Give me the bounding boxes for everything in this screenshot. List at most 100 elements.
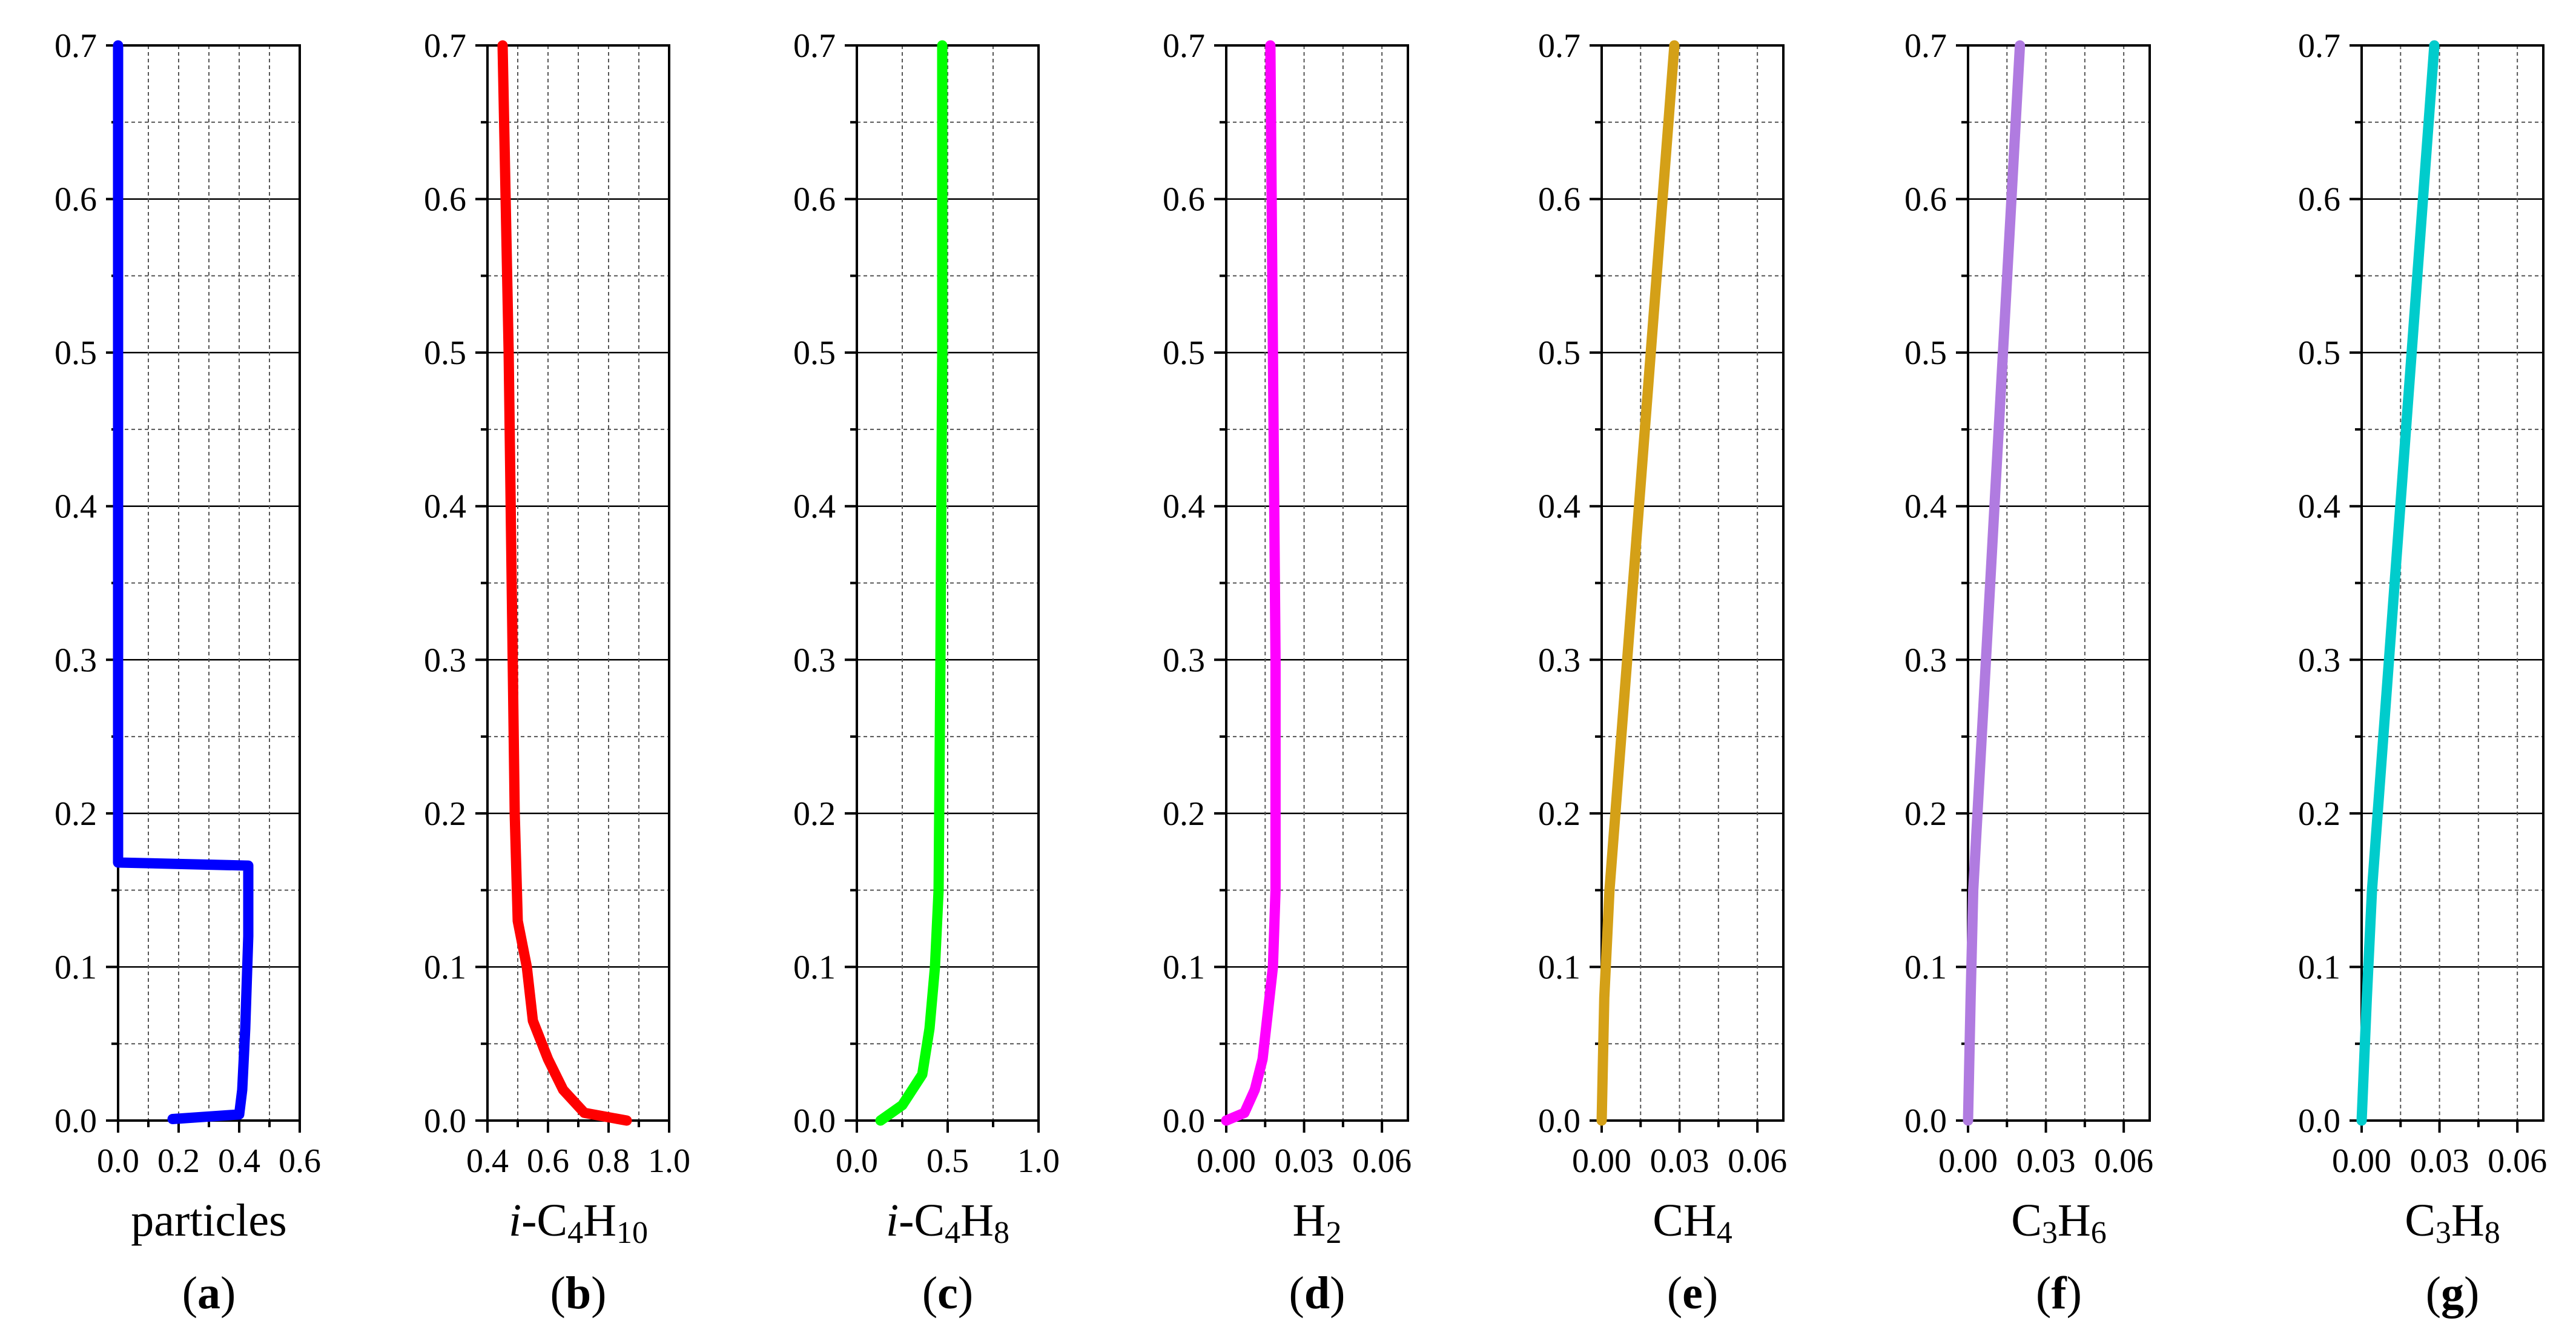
y-tick-label: 0.1 xyxy=(1163,949,1205,986)
x-axis-title: H2 xyxy=(1293,1195,1342,1250)
x-tick-label: 0.00 xyxy=(2332,1142,2391,1180)
x-tick-label: 0.00 xyxy=(1197,1142,1256,1180)
y-tick-label: 0.6 xyxy=(54,181,97,219)
y-tick-label: 0.6 xyxy=(793,181,836,219)
x-tick-label: 0.6 xyxy=(279,1142,321,1180)
y-tick-label: 0.6 xyxy=(2298,181,2340,219)
y-tick-label: 0.5 xyxy=(793,334,836,372)
y-tick-label: 0.3 xyxy=(424,641,466,679)
y-tick-label: 0.5 xyxy=(1163,334,1205,372)
x-tick-label: 0.8 xyxy=(587,1142,630,1180)
series-line-i-C4H8 xyxy=(875,40,948,1126)
series-line-C3H8 xyxy=(2356,40,2440,1126)
y-tick-label: 0.3 xyxy=(1904,641,1947,679)
y-tick-label: 0.3 xyxy=(54,641,97,679)
y-tick-label: 0.6 xyxy=(1538,181,1580,219)
panel-label: (a) xyxy=(182,1268,236,1319)
x-tick-label: 0.00 xyxy=(1938,1142,1998,1180)
panel-f: 0.0 0.1 0.2 0.3 0.4 0.5 0.6 0.7 0.00 0.03 0.06 C3H6… xyxy=(1904,27,2153,1319)
panel-e: 0.0 0.1 0.2 0.3 0.4 0.5 0.6 0.7 0.00 0.03 0.06 CH4 (… xyxy=(1538,27,1787,1319)
x-tick-label: 0.0 xyxy=(836,1142,878,1180)
y-tick-label: 0.7 xyxy=(793,27,836,65)
x-tick-label: 0.2 xyxy=(157,1142,200,1180)
y-tick-label: 0.1 xyxy=(2298,949,2340,986)
x-tick-label: 0.4 xyxy=(466,1142,509,1180)
y-tick-label: 0.1 xyxy=(1538,949,1580,986)
y-tick-label: 0.4 xyxy=(793,488,836,526)
y-tick-label: 0.0 xyxy=(1538,1102,1580,1140)
y-tick-label: 0.0 xyxy=(793,1102,836,1140)
y-tick-label: 0.2 xyxy=(1163,795,1205,833)
y-tick-label: 0.0 xyxy=(2298,1102,2340,1140)
y-tick-label: 0.6 xyxy=(424,181,466,219)
panel-b: 0.0 0.1 0.2 0.3 0.4 0.5 0.6 0.7 0.4 0.6 0.8 1.0i-C4… xyxy=(424,27,690,1319)
y-tick-label: 0.7 xyxy=(1538,27,1580,65)
panel-label: (b) xyxy=(550,1268,607,1319)
y-tick-label: 0.3 xyxy=(793,641,836,679)
panel-c: 0.0 0.1 0.2 0.3 0.4 0.5 0.6 0.7 0.0 0.5 1.0i-C4H8 (… xyxy=(793,27,1060,1319)
y-tick-label: 0.7 xyxy=(424,27,466,65)
y-tick-label: 0.7 xyxy=(2298,27,2340,65)
y-tick-label: 0.0 xyxy=(54,1102,97,1140)
y-tick-label: 0.2 xyxy=(54,795,97,833)
x-tick-label: 0.03 xyxy=(1650,1142,1709,1180)
x-tick-label: 0.00 xyxy=(1572,1142,1631,1180)
y-tick-label: 0.3 xyxy=(1538,641,1580,679)
y-tick-label: 0.4 xyxy=(1163,488,1205,526)
panel-label: (d) xyxy=(1289,1268,1346,1319)
y-tick-label: 0.4 xyxy=(1538,488,1580,526)
y-tick-label: 0.6 xyxy=(1904,181,1947,219)
x-tick-label: 0.06 xyxy=(1728,1142,1787,1180)
y-tick-label: 0.5 xyxy=(424,334,466,372)
y-tick-label: 0.7 xyxy=(1904,27,1947,65)
y-tick-label: 0.0 xyxy=(424,1102,466,1140)
y-tick-label: 0.2 xyxy=(1538,795,1580,833)
y-tick-label: 0.7 xyxy=(54,27,97,65)
series-line-CH4 xyxy=(1596,40,1680,1126)
y-tick-label: 0.1 xyxy=(424,949,466,986)
x-axis-title: i-C4H10 xyxy=(509,1195,648,1250)
x-tick-label: 0.5 xyxy=(926,1142,969,1180)
x-tick-label: 0.06 xyxy=(1352,1142,1412,1180)
panel-g: 0.0 0.1 0.2 0.3 0.4 0.5 0.6 0.7 0.00 0.03 0.06 C3H8… xyxy=(2298,27,2547,1319)
x-tick-label: 0.0 xyxy=(97,1142,139,1180)
panel-label: (g) xyxy=(2426,1268,2480,1319)
x-tick-label: 0.03 xyxy=(1275,1142,1334,1180)
x-axis-title: CH4 xyxy=(1653,1195,1732,1250)
y-tick-label: 0.4 xyxy=(54,488,97,526)
y-tick-label: 0.6 xyxy=(1163,181,1205,219)
y-tick-label: 0.5 xyxy=(54,334,97,372)
series-line-particles xyxy=(113,40,254,1124)
x-tick-label: 1.0 xyxy=(648,1142,690,1180)
x-tick-label: 0.06 xyxy=(2488,1142,2547,1180)
y-tick-label: 0.5 xyxy=(1538,334,1580,372)
y-tick-label: 0.2 xyxy=(793,795,836,833)
panel-a: 0.0 0.1 0.2 0.3 0.4 0.5 0.6 0.7 0.0 0.2 0.4 0.6 part… xyxy=(54,27,321,1319)
y-tick-label: 0.4 xyxy=(1904,488,1947,526)
y-tick-label: 0.4 xyxy=(424,488,466,526)
y-tick-label: 0.5 xyxy=(2298,334,2340,372)
panel-d: 0.0 0.1 0.2 0.3 0.4 0.5 0.6 0.7 0.00 0.03 0.06 H2 (d… xyxy=(1163,27,1412,1319)
series-line-C3H6 xyxy=(1963,40,2026,1126)
x-axis-title: particles xyxy=(131,1195,286,1246)
x-axis-title: i-C4H8 xyxy=(886,1195,1009,1250)
x-tick-label: 0.6 xyxy=(527,1142,569,1180)
y-tick-label: 0.7 xyxy=(1163,27,1205,65)
y-tick-label: 0.1 xyxy=(793,949,836,986)
y-tick-label: 0.2 xyxy=(2298,795,2340,833)
y-tick-label: 0.3 xyxy=(2298,641,2340,679)
x-tick-label: 1.0 xyxy=(1017,1142,1060,1180)
y-tick-label: 0.3 xyxy=(1163,641,1205,679)
y-tick-label: 0.0 xyxy=(1163,1102,1205,1140)
x-tick-label: 0.06 xyxy=(2094,1142,2153,1180)
panel-label: (f) xyxy=(2036,1268,2082,1319)
y-tick-label: 0.1 xyxy=(54,949,97,986)
y-tick-label: 0.0 xyxy=(1904,1102,1947,1140)
x-axis-title: C3H6 xyxy=(2011,1195,2107,1250)
x-tick-label: 0.03 xyxy=(2410,1142,2469,1180)
y-tick-label: 0.4 xyxy=(2298,488,2340,526)
x-axis-title: C3H8 xyxy=(2405,1195,2500,1250)
y-tick-label: 0.2 xyxy=(1904,795,1947,833)
series-line-i-C4H10 xyxy=(497,40,632,1126)
